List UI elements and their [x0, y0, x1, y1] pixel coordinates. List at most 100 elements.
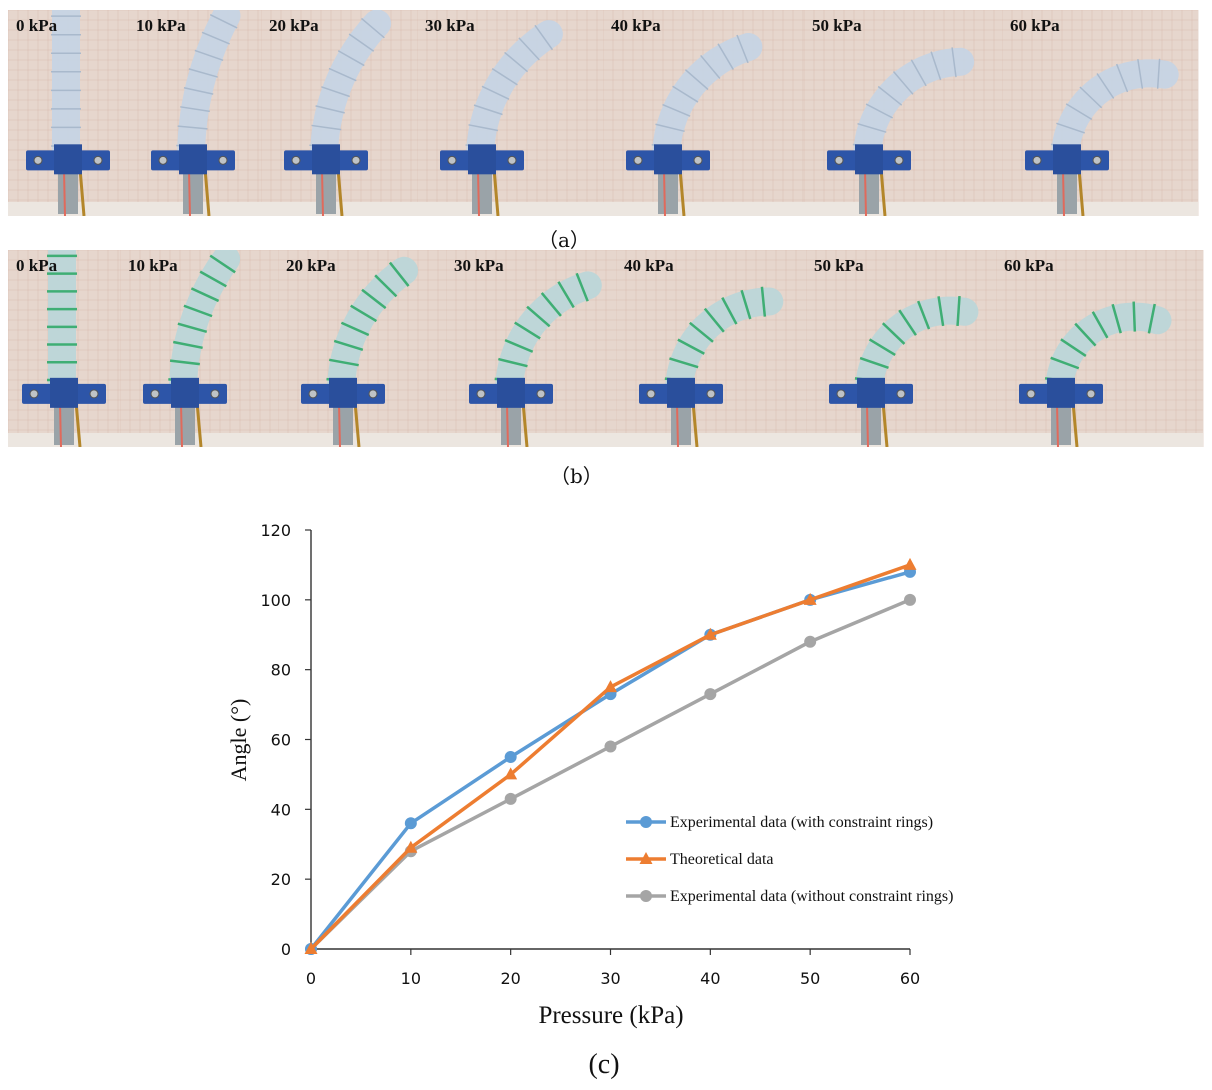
- constraint-ring: [937, 296, 945, 327]
- screw: [447, 155, 457, 165]
- chamber-rib: [1096, 73, 1115, 99]
- screw: [308, 389, 318, 399]
- photo-panel: 40 kPa: [603, 10, 805, 216]
- photo-panel: 20 kPa: [261, 10, 418, 216]
- photo-illustration: [8, 10, 128, 216]
- x-tick-label: 10: [401, 969, 421, 988]
- chamber-rib: [209, 14, 238, 29]
- chamber-rib: [910, 59, 927, 87]
- pressure-label: 20 kPa: [269, 16, 319, 35]
- chamber-rib: [877, 85, 903, 106]
- chamber-rib: [504, 51, 529, 73]
- screw: [210, 389, 220, 399]
- constraint-ring: [1060, 338, 1087, 357]
- y-tick-label: 80: [271, 661, 291, 680]
- chamber-rib: [180, 106, 210, 113]
- constraint-ring: [199, 270, 227, 288]
- chamber-rib: [201, 31, 230, 45]
- chamber-rib: [1079, 86, 1103, 109]
- legend-entry-label: Theoretical data: [670, 851, 774, 868]
- constraint-ring: [740, 289, 752, 320]
- air-fitting: [671, 399, 691, 445]
- screw: [1092, 155, 1102, 165]
- photo-panel: 40 kPa: [616, 250, 807, 447]
- constraint-ring: [956, 295, 961, 327]
- screw: [93, 155, 103, 165]
- chamber-rib: [337, 50, 365, 67]
- constraint-ring: [721, 297, 738, 325]
- pressure-label: 30 kPa: [425, 16, 475, 35]
- photo-illustration: [603, 10, 804, 216]
- x-tick-label: 30: [600, 969, 620, 988]
- chamber-rib: [348, 33, 375, 52]
- air-fitting: [54, 399, 74, 445]
- chamber-rib: [672, 85, 699, 103]
- constraint-ring: [1147, 303, 1156, 334]
- chamber-rib: [1115, 63, 1129, 93]
- constraint-ring: [760, 286, 767, 317]
- photo-illustration: [261, 10, 417, 216]
- y-tick-label: 20: [271, 870, 291, 889]
- air-fitting: [1051, 399, 1071, 445]
- screw: [507, 155, 517, 165]
- pressure-label: 50 kPa: [812, 16, 862, 35]
- x-tick-label: 50: [800, 969, 820, 988]
- screw: [706, 389, 716, 399]
- chamber-rib: [311, 124, 342, 131]
- screw: [29, 389, 39, 399]
- photo-panel: 20 kPa: [278, 250, 447, 447]
- chamber-rib: [662, 103, 691, 117]
- screw: [158, 155, 168, 165]
- photo-illustration: [120, 250, 278, 447]
- constraint-ring: [172, 340, 203, 350]
- actuator-body: [327, 256, 418, 406]
- caption-c: (c): [588, 1049, 619, 1080]
- constraint-ring: [575, 272, 589, 302]
- constraint-ring: [504, 339, 534, 353]
- chamber-rib: [1156, 58, 1161, 89]
- constraint-ring: [557, 281, 575, 309]
- photo-panel: 50 kPa: [806, 250, 997, 447]
- constraint-ring: [881, 322, 906, 345]
- constraint-ring: [209, 254, 236, 274]
- pressure-label: 30 kPa: [454, 256, 504, 275]
- legend-swatch-marker: [640, 816, 652, 828]
- chamber-rib: [717, 43, 734, 70]
- constraint-ring: [350, 304, 378, 323]
- screw: [89, 389, 99, 399]
- air-fitting: [175, 399, 195, 445]
- actuator-body: [169, 250, 241, 406]
- constraint-ring: [361, 288, 387, 310]
- chamber-rib: [473, 104, 503, 116]
- constraint-ring: [1091, 311, 1109, 339]
- chamber-rib: [177, 125, 208, 130]
- chamber-rib: [951, 47, 957, 78]
- screw: [894, 155, 904, 165]
- photo-panel: 50 kPa: [804, 10, 1003, 216]
- photo-panel: 60 kPa: [1002, 10, 1199, 216]
- chart-ticks: 0 20 40 60 80 100 120 0 10 20 30 40 50 60: [260, 521, 920, 988]
- air-fitting: [501, 399, 521, 445]
- photo-panel: 10 kPa: [120, 250, 279, 447]
- chamber-rib: [1056, 122, 1086, 134]
- pressure-label: 60 kPa: [1010, 16, 1060, 35]
- chamber-rib: [321, 86, 351, 98]
- constraint-ring: [689, 321, 714, 343]
- pressure-label: 40 kPa: [624, 256, 674, 275]
- chamber-rib: [684, 69, 709, 90]
- data-point: [504, 792, 517, 805]
- photo-illustration: [8, 250, 120, 447]
- constraint-ring: [703, 307, 725, 333]
- screw: [834, 155, 844, 165]
- photo-illustration: [446, 250, 616, 447]
- constraint-ring: [498, 357, 528, 368]
- screw: [33, 155, 43, 165]
- pressure-label: 40 kPa: [611, 16, 661, 35]
- data-point: [604, 740, 617, 753]
- data-point: [304, 942, 318, 954]
- constraint-ring: [328, 358, 359, 367]
- constraint-ring: [669, 357, 699, 369]
- y-tick-label: 0: [281, 940, 291, 959]
- data-point: [404, 840, 418, 853]
- photo-illustration: [996, 250, 1203, 447]
